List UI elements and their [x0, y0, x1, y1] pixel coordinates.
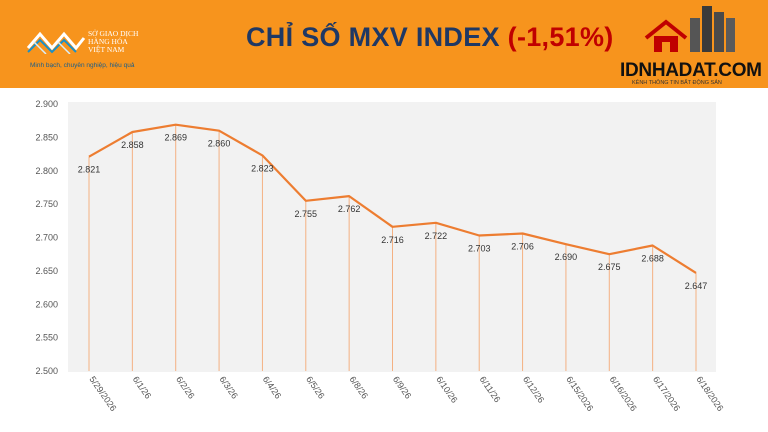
- exchange-logo: SỞ GIAO DỊCH HÀNG HÓA VIỆT NAM Minh bạch…: [26, 26, 176, 72]
- data-label: 2.860: [208, 139, 231, 149]
- x-tick-label: 6/5/26: [304, 374, 327, 400]
- x-tick-label: 6/12/26: [521, 374, 546, 404]
- data-label: 2.762: [338, 204, 361, 214]
- exchange-name-line: VIỆT NAM: [88, 45, 125, 54]
- x-tick-label: 6/2/26: [174, 374, 197, 400]
- y-tick-label: 2.700: [35, 233, 58, 243]
- data-label: 2.869: [164, 133, 187, 143]
- data-label: 2.823: [251, 163, 274, 173]
- brand-name: IDNHADAT.COM: [620, 60, 762, 81]
- data-label: 2.858: [121, 140, 144, 150]
- title-change-percent: (-1,51%): [507, 22, 614, 52]
- x-tick-label: 6/15/2026: [564, 374, 595, 413]
- data-label: 2.706: [511, 241, 534, 251]
- y-tick-label: 2.800: [35, 166, 58, 176]
- x-tick-label: 6/11/26: [478, 374, 503, 404]
- data-label: 2.716: [381, 235, 404, 245]
- buildings-house-icon: [644, 6, 735, 52]
- y-tick-label: 2.550: [35, 333, 58, 343]
- data-label: 2.647: [685, 281, 708, 291]
- line-chart: 2.900 2.850 2.800 2.750 2.700 2.650 2.600 2.550…: [35, 99, 725, 413]
- x-tick-label: 5/29/2026: [87, 374, 118, 413]
- data-label: 2.688: [641, 254, 664, 264]
- exchange-emblem-icon: [26, 31, 86, 54]
- mxv-index-chart: 2.900 2.850 2.800 2.750 2.700 2.650 2.600 2.550…: [0, 88, 768, 432]
- x-tick-label: 6/3/26: [217, 374, 240, 400]
- exchange-name-line: SỞ GIAO DỊCH: [88, 29, 139, 38]
- data-label: 2.690: [555, 252, 578, 262]
- header-banner: SỞ GIAO DỊCH HÀNG HÓA VIỆT NAM Minh bạch…: [0, 0, 768, 88]
- x-tick-label: 6/4/26: [261, 374, 284, 400]
- x-tick-label: 6/1/26: [131, 374, 154, 400]
- data-label: 2.821: [78, 165, 101, 175]
- y-tick-label: 2.750: [35, 199, 58, 209]
- title-main: CHỈ SỐ MXV INDEX: [246, 22, 500, 52]
- x-tick-label: 6/8/26: [348, 374, 371, 400]
- y-tick-label: 2.500: [35, 366, 58, 376]
- data-label: 2.703: [468, 243, 491, 253]
- brand-tagline: KÊNH THÔNG TIN BẤT ĐỘNG SẢN: [632, 80, 722, 86]
- exchange-name: SỞ GIAO DỊCH HÀNG HÓA VIỆT NAM: [88, 30, 178, 54]
- x-tick-label: 6/17/2026: [651, 374, 682, 413]
- x-tick-label: 6/16/2026: [608, 374, 639, 413]
- exchange-slogan: Minh bạch, chuyên nghiệp, hiệu quả: [30, 62, 135, 69]
- data-label: 2.755: [295, 209, 318, 219]
- series-line: [88, 123, 697, 274]
- brand-logo: IDNHADAT.COM KÊNH THÔNG TIN BẤT ĐỘNG SẢN: [618, 4, 768, 88]
- x-tick-label: 6/9/26: [391, 374, 414, 400]
- x-tick-label: 6/10/26: [434, 374, 459, 404]
- exchange-name-line: HÀNG HÓA: [88, 37, 128, 46]
- x-tick-label: 6/18/2026: [694, 374, 725, 413]
- y-tick-label: 2.600: [35, 299, 58, 309]
- data-label: 2.722: [425, 231, 448, 241]
- y-tick-label: 2.650: [35, 266, 58, 276]
- y-tick-label: 2.900: [35, 99, 58, 109]
- data-label: 2.675: [598, 262, 621, 272]
- y-tick-label: 2.850: [35, 132, 58, 142]
- page-title: CHỈ SỐ MXV INDEX (-1,51%): [246, 22, 614, 53]
